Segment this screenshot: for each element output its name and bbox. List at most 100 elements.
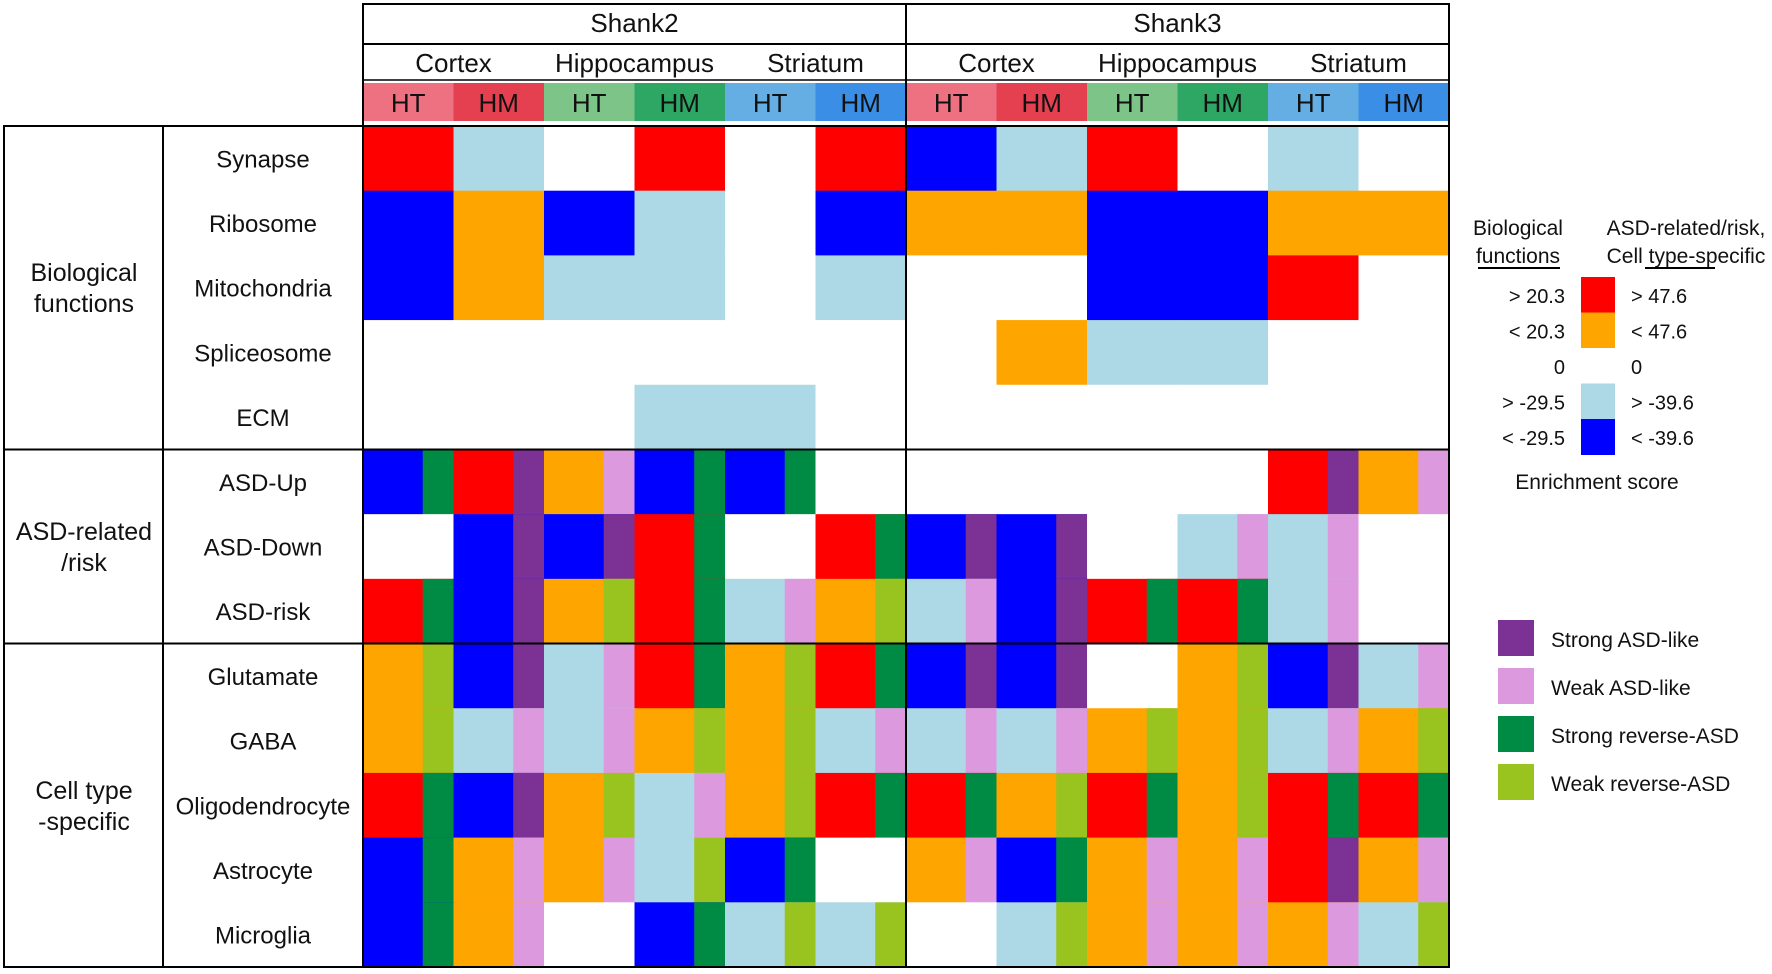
heatmap-cell-ribosome-10 xyxy=(1268,190,1360,256)
direction-strip-asd-risk-10 xyxy=(1327,578,1360,645)
row-label-spliceosome: Spliceosome xyxy=(194,340,331,367)
genotype-cell-shank3-striatum-ht xyxy=(1268,83,1359,121)
legend-asd-value-2: 0 xyxy=(1631,357,1642,379)
heatmap-cell-spliceosome-9 xyxy=(1177,320,1269,386)
heatmap-cell-ecm-3 xyxy=(634,384,726,451)
direction-strip-microglia-5 xyxy=(875,902,907,968)
heatmap-cell-ecm-7 xyxy=(996,384,1088,451)
heatmap-cell-mitochondria-9 xyxy=(1177,255,1269,321)
direction-strip-gaba-11 xyxy=(1418,708,1450,774)
direction-strip-asd-down-1 xyxy=(513,514,545,580)
direction-strip-microglia-3 xyxy=(694,902,726,968)
row-label-oligodendrocyte: Oligodendrocyte xyxy=(176,793,351,820)
genotype-label-shank3-striatum-hm: HM xyxy=(1384,88,1424,118)
direction-strip-asd-up-10 xyxy=(1327,449,1360,515)
row-label-microglia: Microglia xyxy=(215,923,312,950)
direction-strip-oligodendrocyte-8 xyxy=(1146,772,1179,839)
heatmap-cell-ribosome-6 xyxy=(906,190,998,256)
region-label-shank2-striatum: Striatum xyxy=(767,48,864,78)
group-label-biological-functions-line-1: functions xyxy=(34,290,134,318)
heatmap-cell-mitochondria-8 xyxy=(1087,255,1179,321)
direction-strip-oligodendrocyte-3 xyxy=(694,772,726,839)
heatmap-cell-ecm-9 xyxy=(1177,384,1269,451)
direction-strip-asd-up-1 xyxy=(513,449,545,515)
direction-strip-gaba-0 xyxy=(422,708,455,774)
group-label-cell-type-specific-line-1: -specific xyxy=(38,808,130,836)
direction-strip-glutamate-5 xyxy=(875,643,907,709)
region-label-shank2-hippocampus: Hippocampus xyxy=(555,48,714,78)
direction-strip-astrocyte-10 xyxy=(1327,837,1360,903)
heatmap-cell-spliceosome-10 xyxy=(1268,320,1360,386)
heatmap-cell-ecm-0 xyxy=(363,384,455,451)
direction-strip-oligodendrocyte-11 xyxy=(1418,772,1450,839)
legend-asd-value-0: > 47.6 xyxy=(1631,286,1687,308)
direction-strip-glutamate-11 xyxy=(1418,643,1450,709)
direction-strip-glutamate-10 xyxy=(1327,643,1360,709)
direction-strip-microglia-4 xyxy=(784,902,817,968)
row-label-synapse: Synapse xyxy=(216,146,309,173)
heatmap-cell-ribosome-5 xyxy=(815,190,907,256)
heatmap-cell-spliceosome-5 xyxy=(815,320,907,386)
heatmap-cell-ribosome-3 xyxy=(634,190,726,256)
heatmap-cell-synapse-5 xyxy=(815,126,907,192)
direction-strip-asd-down-7 xyxy=(1056,514,1088,580)
heatmap-cell-ribosome-1 xyxy=(453,190,545,256)
heatmap-cell-ecm-1 xyxy=(453,384,545,451)
heatmap-cell-synapse-4 xyxy=(725,126,817,192)
heatmap-cell-glutamate-8 xyxy=(1087,643,1179,709)
genotype-label-shank2-striatum-hm: HM xyxy=(841,88,881,118)
direction-strip-asd-risk-0 xyxy=(422,578,455,645)
heatmap-cell-mitochondria-1 xyxy=(453,255,545,321)
heatmap-cell-mitochondria-11 xyxy=(1358,255,1450,321)
direction-strip-asd-risk-7 xyxy=(1056,578,1088,645)
legend-direction-swatch-strong_rev xyxy=(1498,716,1534,752)
heatmap-cell-asd-down-11 xyxy=(1358,514,1450,580)
direction-strip-oligodendrocyte-2 xyxy=(603,772,636,839)
direction-strip-glutamate-1 xyxy=(513,643,545,709)
legend-direction-swatch-strong_asd xyxy=(1498,620,1534,656)
genotype-label-shank3-cortex-hm: HM xyxy=(1022,88,1062,118)
legend-bio-value-0: > 20.3 xyxy=(1509,286,1565,308)
heatmap-cell-ecm-5 xyxy=(815,384,907,451)
genotype-cell-shank2-striatum-hm xyxy=(815,83,907,121)
heatmap-cell-ribosome-4 xyxy=(725,190,817,256)
heatmap-cell-ecm-11 xyxy=(1358,384,1450,451)
legend-bio-value-1: < 20.3 xyxy=(1509,322,1565,344)
heatmap-cell-synapse-1 xyxy=(453,126,545,192)
region-label-shank3-hippocampus: Hippocampus xyxy=(1098,48,1257,78)
group-label-biological-functions-line-0: Biological xyxy=(30,259,137,287)
group-label-asd-related-risk-line-1: /risk xyxy=(61,549,107,577)
legend-direction-swatch-weak_rev xyxy=(1498,764,1534,800)
heatmap-cell-asd-up-5 xyxy=(815,449,907,515)
heatmap-cell-synapse-10 xyxy=(1268,126,1360,192)
heatmap-cell-asd-down-0 xyxy=(363,514,455,580)
legend-direction-swatch-weak_asd xyxy=(1498,668,1534,704)
genotype-cell-shank2-cortex-hm xyxy=(453,83,545,121)
direction-strip-oligodendrocyte-10 xyxy=(1327,772,1360,839)
genotype-label-shank2-hippocampus-hm: HM xyxy=(660,88,700,118)
legend-swatch-strong_pos xyxy=(1581,277,1615,313)
region-label-shank2-cortex: Cortex xyxy=(415,48,492,78)
heatmap-cell-mitochondria-5 xyxy=(815,255,907,321)
direction-strip-oligodendrocyte-1 xyxy=(513,772,545,839)
direction-strip-oligodendrocyte-4 xyxy=(784,772,817,839)
row-label-mitochondria: Mitochondria xyxy=(194,276,332,303)
legend-direction-label-weak-asd-like: Weak ASD-like xyxy=(1551,677,1691,700)
direction-strip-asd-risk-5 xyxy=(875,578,907,645)
direction-strip-oligodendrocyte-7 xyxy=(1056,772,1088,839)
direction-strip-asd-up-0 xyxy=(422,449,455,515)
legend-swatch-none xyxy=(1581,348,1615,384)
heatmap-cell-spliceosome-7 xyxy=(996,320,1088,386)
heatmap-cell-astrocyte-5 xyxy=(815,837,907,903)
direction-strip-astrocyte-1 xyxy=(513,837,545,903)
gene-label-shank3: Shank3 xyxy=(1133,8,1221,38)
legend-direction-label-strong-asd-like: Strong ASD-like xyxy=(1551,629,1699,652)
direction-strip-astrocyte-4 xyxy=(784,837,817,903)
heatmap-cell-mitochondria-3 xyxy=(634,255,726,321)
direction-strip-asd-down-3 xyxy=(694,514,726,580)
direction-strip-asd-risk-6 xyxy=(965,578,998,645)
legend-bio-value-3: > -29.5 xyxy=(1502,393,1565,415)
heatmap-cell-ribosome-7 xyxy=(996,190,1088,256)
direction-strip-astrocyte-2 xyxy=(603,837,636,903)
legend-bio-value-4: < -29.5 xyxy=(1502,428,1565,450)
